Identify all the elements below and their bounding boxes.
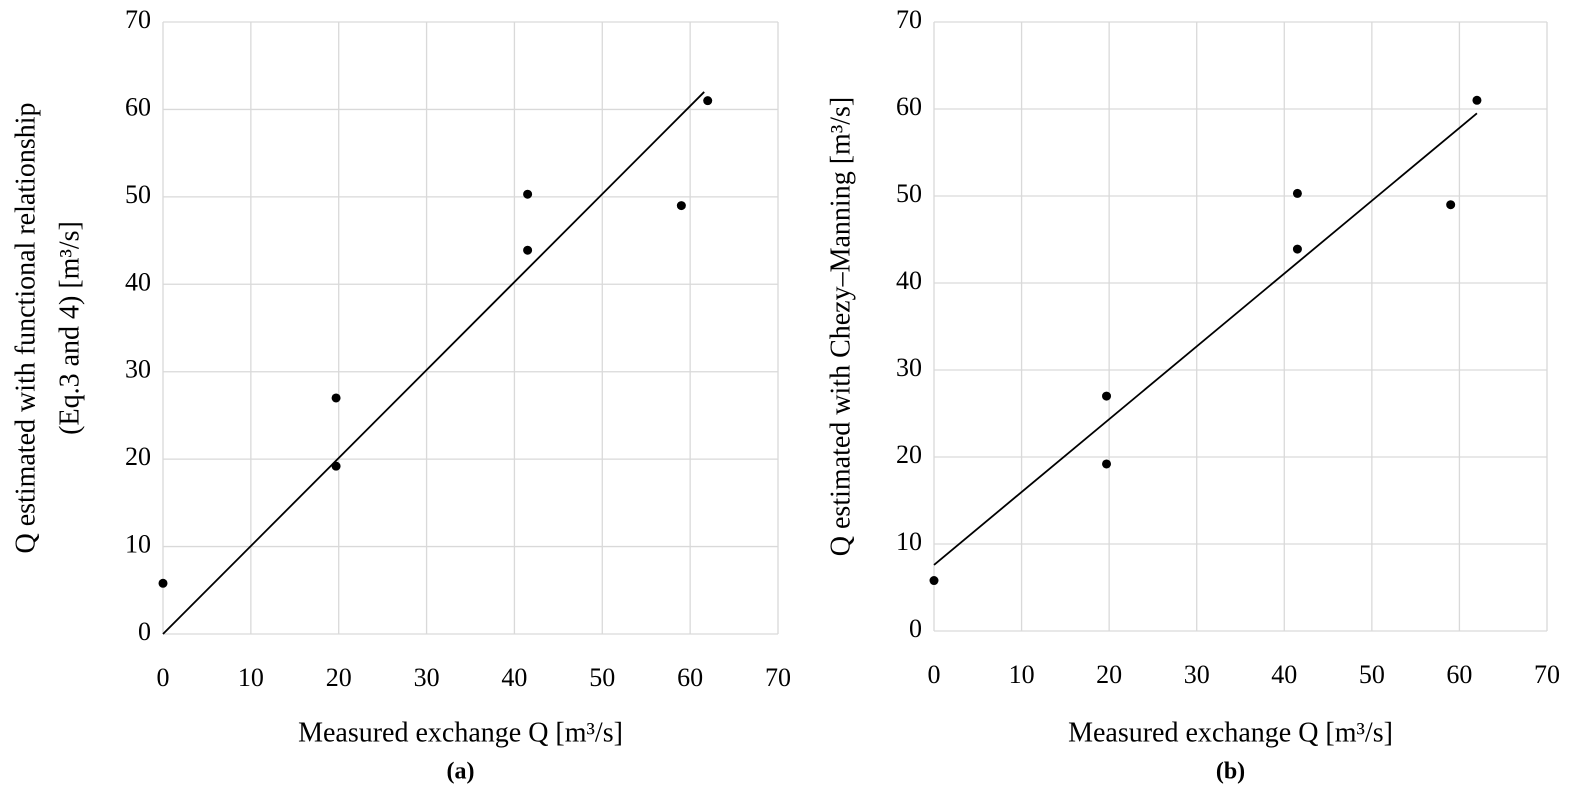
x-tick-label: 30 (1184, 660, 1210, 689)
x-tick-label: 60 (677, 663, 703, 692)
y-tick-label: 30 (125, 355, 151, 384)
x-tick-label: 70 (765, 663, 791, 692)
point (523, 189, 533, 199)
point (1102, 391, 1112, 401)
x-tick-label: 20 (326, 663, 352, 692)
y-axis-label: Q estimated with functional relationship (10, 102, 41, 553)
y-tick-label: 50 (896, 179, 922, 208)
x-tick-label: 40 (1271, 660, 1297, 689)
trend-line (933, 112, 1478, 566)
x-tick-label: 30 (414, 663, 440, 692)
y-axis-label: Q estimated with Chezy–Manning [m³/s] (825, 97, 856, 556)
x-tick-label: 0 (157, 663, 170, 692)
y-tick-label: 10 (896, 527, 922, 556)
point (1446, 200, 1456, 210)
y-axis-label: (Eq.3 and 4) [m³/s] (54, 221, 85, 435)
y-tick-label: 60 (125, 92, 151, 121)
y-tick-label: 20 (125, 442, 151, 471)
point (1102, 459, 1112, 469)
trend-line (162, 91, 705, 635)
point (331, 461, 341, 471)
x-tick-label: 0 (928, 660, 941, 689)
point (523, 245, 533, 255)
point (1472, 95, 1482, 105)
x-tick-label: 10 (238, 663, 264, 692)
point (703, 96, 713, 106)
y-tick-label: 70 (125, 5, 151, 34)
y-tick-label: 10 (125, 530, 151, 559)
x-tick-label: 60 (1446, 660, 1472, 689)
point (331, 393, 341, 403)
point (1292, 188, 1302, 198)
y-tick-label: 0 (909, 614, 922, 643)
y-tick-label: 30 (896, 353, 922, 382)
x-tick-label: 50 (589, 663, 615, 692)
y-tick-label: 40 (896, 266, 922, 295)
y-tick-label: 60 (896, 92, 922, 121)
x-tick-label: 10 (1009, 660, 1035, 689)
y-tick-label: 50 (125, 180, 151, 209)
point (676, 201, 686, 211)
x-tick-label: 50 (1359, 660, 1385, 689)
x-axis-label: Measured exchange Q [m³/s] (1068, 717, 1393, 748)
y-tick-label: 0 (138, 617, 151, 646)
y-tick-label: 40 (125, 267, 151, 296)
x-tick-label: 20 (1096, 660, 1122, 689)
subtitle: (b) (1216, 759, 1245, 785)
point (929, 576, 939, 586)
point (158, 578, 168, 588)
x-tick-label: 70 (1534, 660, 1560, 689)
y-tick-label: 70 (896, 5, 922, 34)
x-tick-label: 40 (501, 663, 527, 692)
point (1292, 244, 1302, 254)
y-tick-label: 20 (896, 440, 922, 469)
x-axis-label: Measured exchange Q [m³/s] (298, 717, 623, 748)
subtitle: (a) (447, 759, 475, 785)
